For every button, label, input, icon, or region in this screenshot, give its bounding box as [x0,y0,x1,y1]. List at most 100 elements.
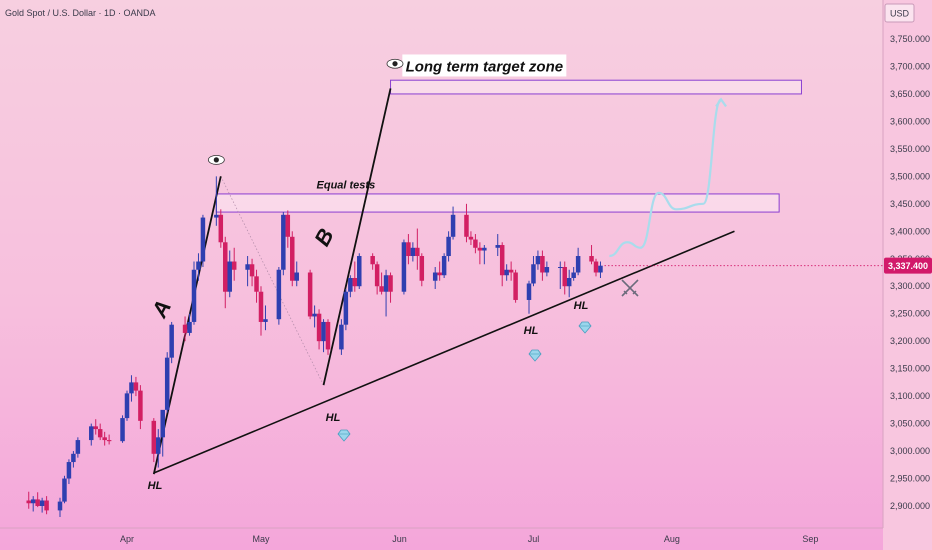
x-tick-label: Jul [528,534,540,544]
candle-body [156,437,161,454]
time-axis[interactable]: Apr May Jun Jul Aug Sep [0,527,883,544]
candle-body [71,453,76,463]
price-axis[interactable]: USD 2,900.000 2,950.000 3,000.000 3,050.000 3… [604,0,932,550]
candle-body [258,291,264,322]
candle-body [325,321,331,350]
candle-body [531,264,536,284]
eye-icon [207,154,225,165]
candle-body [182,324,188,333]
last-price-badge [884,257,932,274]
candle-body [589,256,594,262]
candle-body [169,324,174,358]
trendline-support-line [153,230,735,474]
candle-body [294,272,299,281]
hl-label: HL [524,325,539,337]
candle-body [357,256,362,287]
gem-icon [578,321,592,334]
candle-body [593,261,599,273]
eye-icon [386,58,404,69]
target-zone [390,79,802,95]
y-tick-label: 3,550.000 [890,144,930,154]
gem-icon [528,349,542,362]
symbol-title: Gold Spot / U.S. Dollar · 1D · OANDA [5,8,156,18]
candle-body [120,418,125,442]
currency-button[interactable] [884,3,915,23]
candle-body [151,420,157,454]
candle-body [30,499,36,504]
candle-body [450,214,456,237]
hl-label: HL [148,480,163,492]
candle-body [464,214,469,237]
hl-label: HL [574,300,589,312]
candle-body [312,313,317,317]
candle-body [106,440,112,442]
candle-body [129,382,134,394]
candle-body [321,321,326,342]
last-price-label: 3,337.400 [888,261,928,271]
y-tick-label: 3,200.000 [890,336,930,346]
candle-body [352,277,358,287]
candle-body [218,214,224,243]
y-tick-label: 3,050.000 [890,419,930,429]
candle-body [35,499,40,506]
candle-body [513,272,518,300]
candle-body [254,276,259,292]
candle-body [97,429,103,438]
candle-body [566,277,572,287]
equal-tests-label: Equal tests [317,179,376,191]
candle-body [598,265,603,273]
price-axis-bg [883,0,932,550]
candle-body [383,275,389,292]
candle-body [187,321,192,333]
candle-body [93,426,98,430]
leg-b-label: B [309,224,339,250]
candle-body [432,272,438,281]
y-tick-label: 3,250.000 [890,309,930,319]
candle-body [138,390,143,421]
candle-body [419,256,425,281]
y-tick-label: 3,100.000 [890,391,930,401]
x-tick-label: May [252,534,270,544]
candle-body [164,357,170,410]
candle-body [249,264,255,277]
candle-body [124,393,130,419]
candles-layer [26,176,603,517]
candle-body [415,247,420,257]
candle-body [526,283,532,300]
y-tick-label: 3,700.000 [890,61,930,71]
candle-body [62,478,67,502]
candle-body [102,437,107,441]
equal-tests-zone [215,193,780,213]
candle-body [285,214,291,237]
candle-body [468,236,474,240]
candle-body [231,261,237,270]
candle-body [200,217,206,262]
candle-body [75,440,81,454]
dotted-connector [220,176,324,386]
candle-body [227,261,232,292]
crossed-swords-icon [621,279,639,297]
candle-body [245,264,250,270]
y-tick-label: 2,900.000 [890,501,930,511]
candle-body [133,382,139,391]
candle-body [339,324,344,350]
y-tick-label: 3,150.000 [890,364,930,374]
candle-body [370,256,375,265]
candle-body [374,264,380,287]
candle-body [544,267,550,273]
candle-body [214,214,219,218]
y-tick-label: 3,300.000 [890,281,930,291]
currency-label: USD [890,9,910,19]
candle-body [508,269,514,273]
x-tick-label: Aug [664,534,680,544]
candle-body [263,319,268,322]
y-tick-label: 3,750.000 [890,34,930,44]
candle-body [223,242,228,292]
candle-body [562,267,567,287]
candle-body [437,272,442,276]
y-tick-label: 3,500.000 [890,171,930,181]
candle-body [482,247,487,251]
candle-body [39,500,45,506]
